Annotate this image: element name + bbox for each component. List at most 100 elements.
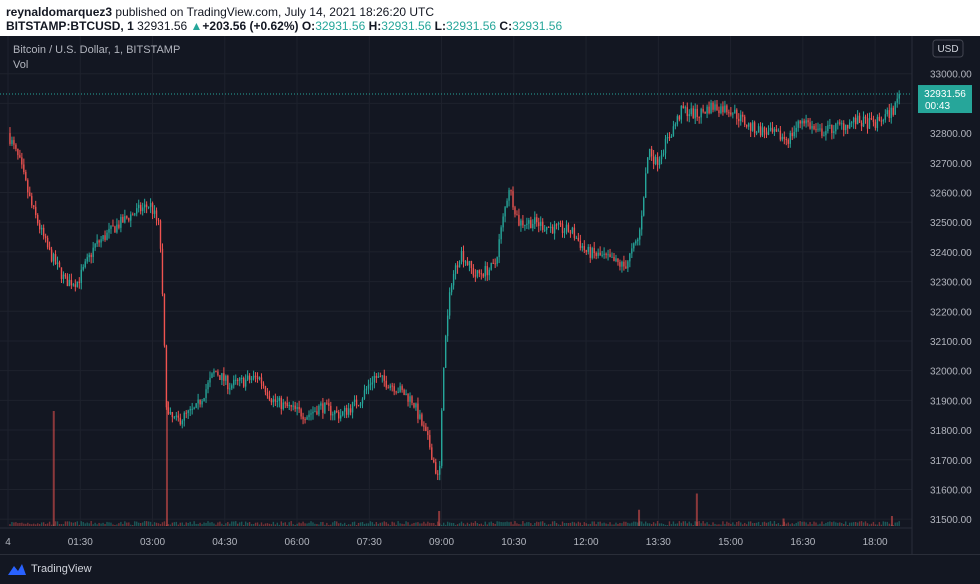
last-price-tag-value: 32931.56: [924, 89, 966, 100]
currency-label: USD: [937, 44, 958, 55]
price-tick-label: 31900.00: [930, 396, 972, 407]
volume-bar: [56, 521, 59, 526]
volume-bar: [704, 523, 706, 526]
volume-bar: [504, 522, 506, 526]
volume-spike: [438, 511, 441, 526]
time-axis[interactable]: 4 01:30 03:00 04:30 06:00 07:30 09:00 10:30 12:0…: [0, 527, 912, 548]
volume-bar: [835, 522, 837, 526]
candle-body: [613, 256, 615, 262]
candle-body: [773, 129, 776, 132]
candle-body: [15, 144, 17, 149]
candlestick-chart[interactable]: 31500.00 31600.00 31700.00 31800.00 31900.00…: [0, 36, 980, 554]
candle-body: [845, 124, 847, 131]
candle-body: [868, 118, 871, 129]
candle-body: [444, 336, 447, 368]
candle-body: [448, 292, 451, 316]
volume-bar: [658, 523, 661, 526]
candle-body: [298, 406, 300, 410]
volume-bar: [694, 521, 696, 526]
candle-body: [833, 131, 835, 134]
candle-body: [757, 126, 760, 133]
volume-bar: [96, 524, 98, 526]
volume-bar: [403, 524, 405, 526]
volume-bar: [138, 522, 140, 526]
candle-body: [308, 414, 310, 418]
candle-body: [819, 128, 821, 130]
candle-body: [852, 117, 855, 123]
candle-body: [789, 132, 791, 144]
volume-bar: [199, 522, 201, 526]
volume-bar: [191, 524, 193, 526]
volume-bar: [357, 522, 360, 526]
volume-bar: [167, 524, 170, 526]
candle-body: [9, 133, 11, 144]
volume-bar: [74, 522, 77, 526]
candle-body: [223, 373, 225, 381]
volume-bar: [811, 524, 813, 526]
candle-body: [94, 243, 96, 248]
volume-bar: [668, 521, 671, 526]
volume-bar: [726, 521, 728, 526]
currency-button[interactable]: USD: [932, 39, 964, 58]
volume-bar: [316, 524, 318, 526]
candle-body: [187, 410, 189, 413]
candle-body: [738, 118, 740, 122]
candle-body: [205, 389, 207, 399]
candle-body: [880, 120, 883, 122]
volume-bar: [674, 523, 677, 526]
candle-body: [411, 396, 413, 403]
volume-bar: [827, 522, 829, 526]
volume-bar: [209, 522, 211, 526]
candle-body: [769, 127, 772, 131]
candle-body: [106, 232, 108, 240]
volume-bar: [740, 522, 742, 526]
volume-bar: [179, 522, 181, 526]
candle-body: [579, 240, 582, 248]
volume-bar: [670, 524, 673, 526]
candle-body: [189, 408, 191, 411]
candle-body: [625, 266, 627, 269]
candle-body: [48, 247, 51, 250]
volume-bar: [599, 521, 601, 526]
chart-area[interactable]: 31500.00 31600.00 31700.00 31800.00 31900.00…: [0, 36, 980, 554]
candle-body: [92, 247, 94, 257]
volume-bar: [882, 521, 885, 526]
volume-bar: [171, 522, 174, 526]
volume-bar: [833, 521, 835, 526]
candle-body: [848, 122, 851, 129]
volume-bar: [262, 524, 265, 526]
candle-body: [736, 109, 738, 119]
volume-bar: [488, 522, 490, 526]
volume-bar: [874, 524, 877, 526]
volume-bar: [274, 524, 277, 526]
volume-bar: [399, 523, 401, 526]
tradingview-brand[interactable]: TradingView: [8, 563, 92, 575]
candle-body: [50, 249, 53, 262]
volume-bar: [141, 522, 144, 526]
author-name[interactable]: reynaldomarquez3: [6, 5, 113, 19]
volume-bar: [484, 521, 486, 526]
time-tick-label: 06:00: [285, 537, 310, 548]
price-tick-label: 32000.00: [930, 367, 972, 378]
volume-bar: [183, 524, 185, 526]
volume-bar: [464, 524, 467, 526]
candle-body: [474, 275, 477, 277]
candle-body: [829, 124, 831, 126]
volume-bar: [181, 522, 183, 526]
volume-bar: [260, 522, 263, 526]
candle-body: [615, 258, 617, 262]
volume-bar: [421, 523, 423, 526]
candle-body: [207, 382, 209, 390]
candle-body: [324, 402, 326, 413]
candle-body: [745, 124, 748, 127]
bar-countdown: 00:43: [925, 101, 950, 112]
volume-bar: [629, 523, 631, 526]
price-tick-label: 32800.00: [930, 129, 972, 140]
price-tick-label: 31600.00: [930, 485, 972, 496]
candle-body: [442, 367, 445, 411]
candle-body: [597, 252, 599, 256]
price-axis[interactable]: 31500.00 31600.00 31700.00 31800.00 31900.00…: [911, 36, 972, 554]
volume-bar: [21, 522, 23, 526]
volume-bar: [314, 523, 316, 526]
candle-body: [345, 407, 348, 415]
